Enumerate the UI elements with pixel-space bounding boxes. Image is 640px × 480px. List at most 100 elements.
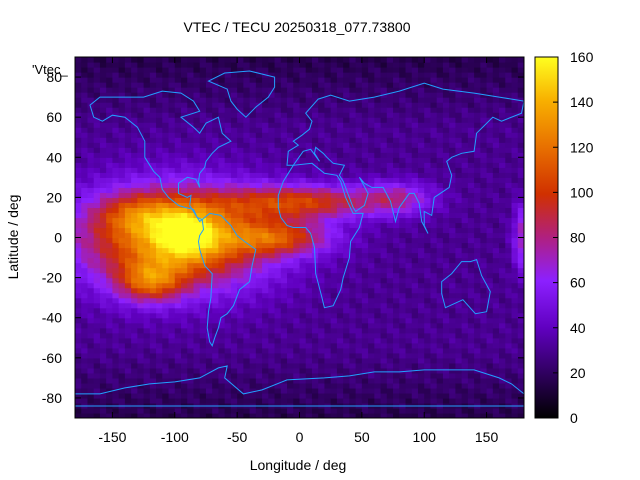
heatmap-cell [361, 182, 369, 188]
heatmap-cell [168, 222, 176, 229]
heatmap-cell [405, 62, 413, 68]
heatmap-cell [280, 107, 288, 113]
heatmap-cell [262, 352, 269, 359]
heatmap-cell [218, 157, 226, 163]
heatmap-cell [287, 367, 294, 374]
heatmap-cell [430, 307, 438, 314]
heatmap-cell [330, 122, 338, 128]
heatmap-cell [199, 177, 207, 183]
heatmap-cell [149, 272, 157, 279]
heatmap-cell [143, 107, 151, 113]
heatmap-cell [87, 347, 95, 354]
heatmap-cell [255, 207, 263, 214]
heatmap-cell [237, 387, 244, 394]
heatmap-cell [199, 197, 207, 204]
heatmap-cell [343, 137, 350, 143]
heatmap-cell [112, 242, 120, 249]
heatmap-cell [149, 82, 157, 88]
heatmap-cell [255, 247, 263, 254]
heatmap-cell [380, 227, 388, 234]
heatmap-cell [262, 387, 269, 394]
heatmap-cell [262, 112, 269, 118]
heatmap-cell [143, 327, 151, 334]
heatmap-cell [137, 342, 145, 349]
heatmap-cell [106, 182, 114, 188]
heatmap-cell [268, 222, 276, 229]
heatmap-cell [212, 247, 220, 254]
heatmap-cell [318, 237, 326, 244]
heatmap-cell [230, 192, 238, 198]
heatmap-cell [293, 137, 301, 143]
heatmap-cell [505, 392, 513, 399]
heatmap-cell [486, 327, 494, 334]
heatmap-cell [293, 362, 301, 369]
heatmap-cell [411, 347, 419, 354]
heatmap-cell [168, 92, 176, 98]
heatmap-cell [405, 207, 413, 214]
heatmap-cell [118, 412, 126, 418]
heatmap-cell [87, 112, 95, 118]
heatmap-cell [461, 182, 469, 188]
heatmap-cell [193, 187, 201, 193]
heatmap-cell [442, 242, 450, 249]
heatmap-cell [311, 72, 319, 78]
heatmap-cell [224, 197, 232, 204]
heatmap-cell [486, 167, 494, 173]
heatmap-cell [212, 192, 220, 198]
heatmap-cell [424, 182, 432, 188]
heatmap-cell [156, 72, 163, 78]
heatmap-cell [181, 342, 188, 349]
heatmap-cell [181, 147, 188, 153]
heatmap-cell [299, 222, 307, 229]
heatmap-cell [361, 107, 369, 113]
heatmap-cell [349, 352, 357, 359]
heatmap-cell [499, 167, 506, 173]
heatmap-cell [480, 192, 488, 198]
heatmap-cell [75, 142, 82, 148]
heatmap-cell [112, 117, 120, 123]
heatmap-cell [368, 337, 375, 344]
heatmap-cell [75, 192, 82, 198]
heatmap-cell [349, 107, 357, 113]
heatmap-cell [81, 232, 89, 239]
heatmap-cell [486, 347, 494, 354]
heatmap-cell [361, 167, 369, 173]
heatmap-cell [131, 222, 138, 229]
heatmap-cell [455, 152, 463, 158]
heatmap-cell [137, 62, 145, 68]
heatmap-cell [99, 347, 107, 354]
heatmap-cell [461, 287, 469, 294]
heatmap-cell [199, 67, 207, 73]
heatmap-cell [424, 232, 432, 239]
heatmap-cell [324, 277, 332, 284]
heatmap-cell [249, 312, 257, 319]
heatmap-cell [399, 397, 407, 404]
heatmap-cell [93, 292, 101, 299]
heatmap-cell [455, 352, 463, 359]
heatmap-cell [274, 207, 282, 214]
heatmap-cell [237, 67, 244, 73]
heatmap-cell [480, 102, 488, 108]
heatmap-cell [118, 282, 126, 289]
heatmap-cell [131, 397, 138, 404]
heatmap-cell [268, 182, 276, 188]
heatmap-cell [243, 177, 251, 183]
heatmap-cell [81, 62, 89, 68]
heatmap-cell [243, 302, 251, 309]
heatmap-cell [455, 207, 463, 214]
heatmap-cell [455, 347, 463, 354]
heatmap-cell [93, 277, 101, 284]
heatmap-cell [330, 202, 338, 209]
heatmap-cell [274, 372, 282, 379]
heatmap-cell [124, 377, 132, 384]
heatmap-cell [411, 307, 419, 314]
heatmap-cell [492, 157, 500, 163]
heatmap-cell [467, 82, 475, 88]
heatmap-cell [486, 132, 494, 138]
heatmap-cell [355, 302, 363, 309]
heatmap-cell [156, 92, 163, 98]
heatmap-cell [368, 277, 375, 284]
heatmap-cell [237, 177, 244, 183]
heatmap-cell [305, 342, 313, 349]
heatmap-cell [393, 182, 400, 188]
